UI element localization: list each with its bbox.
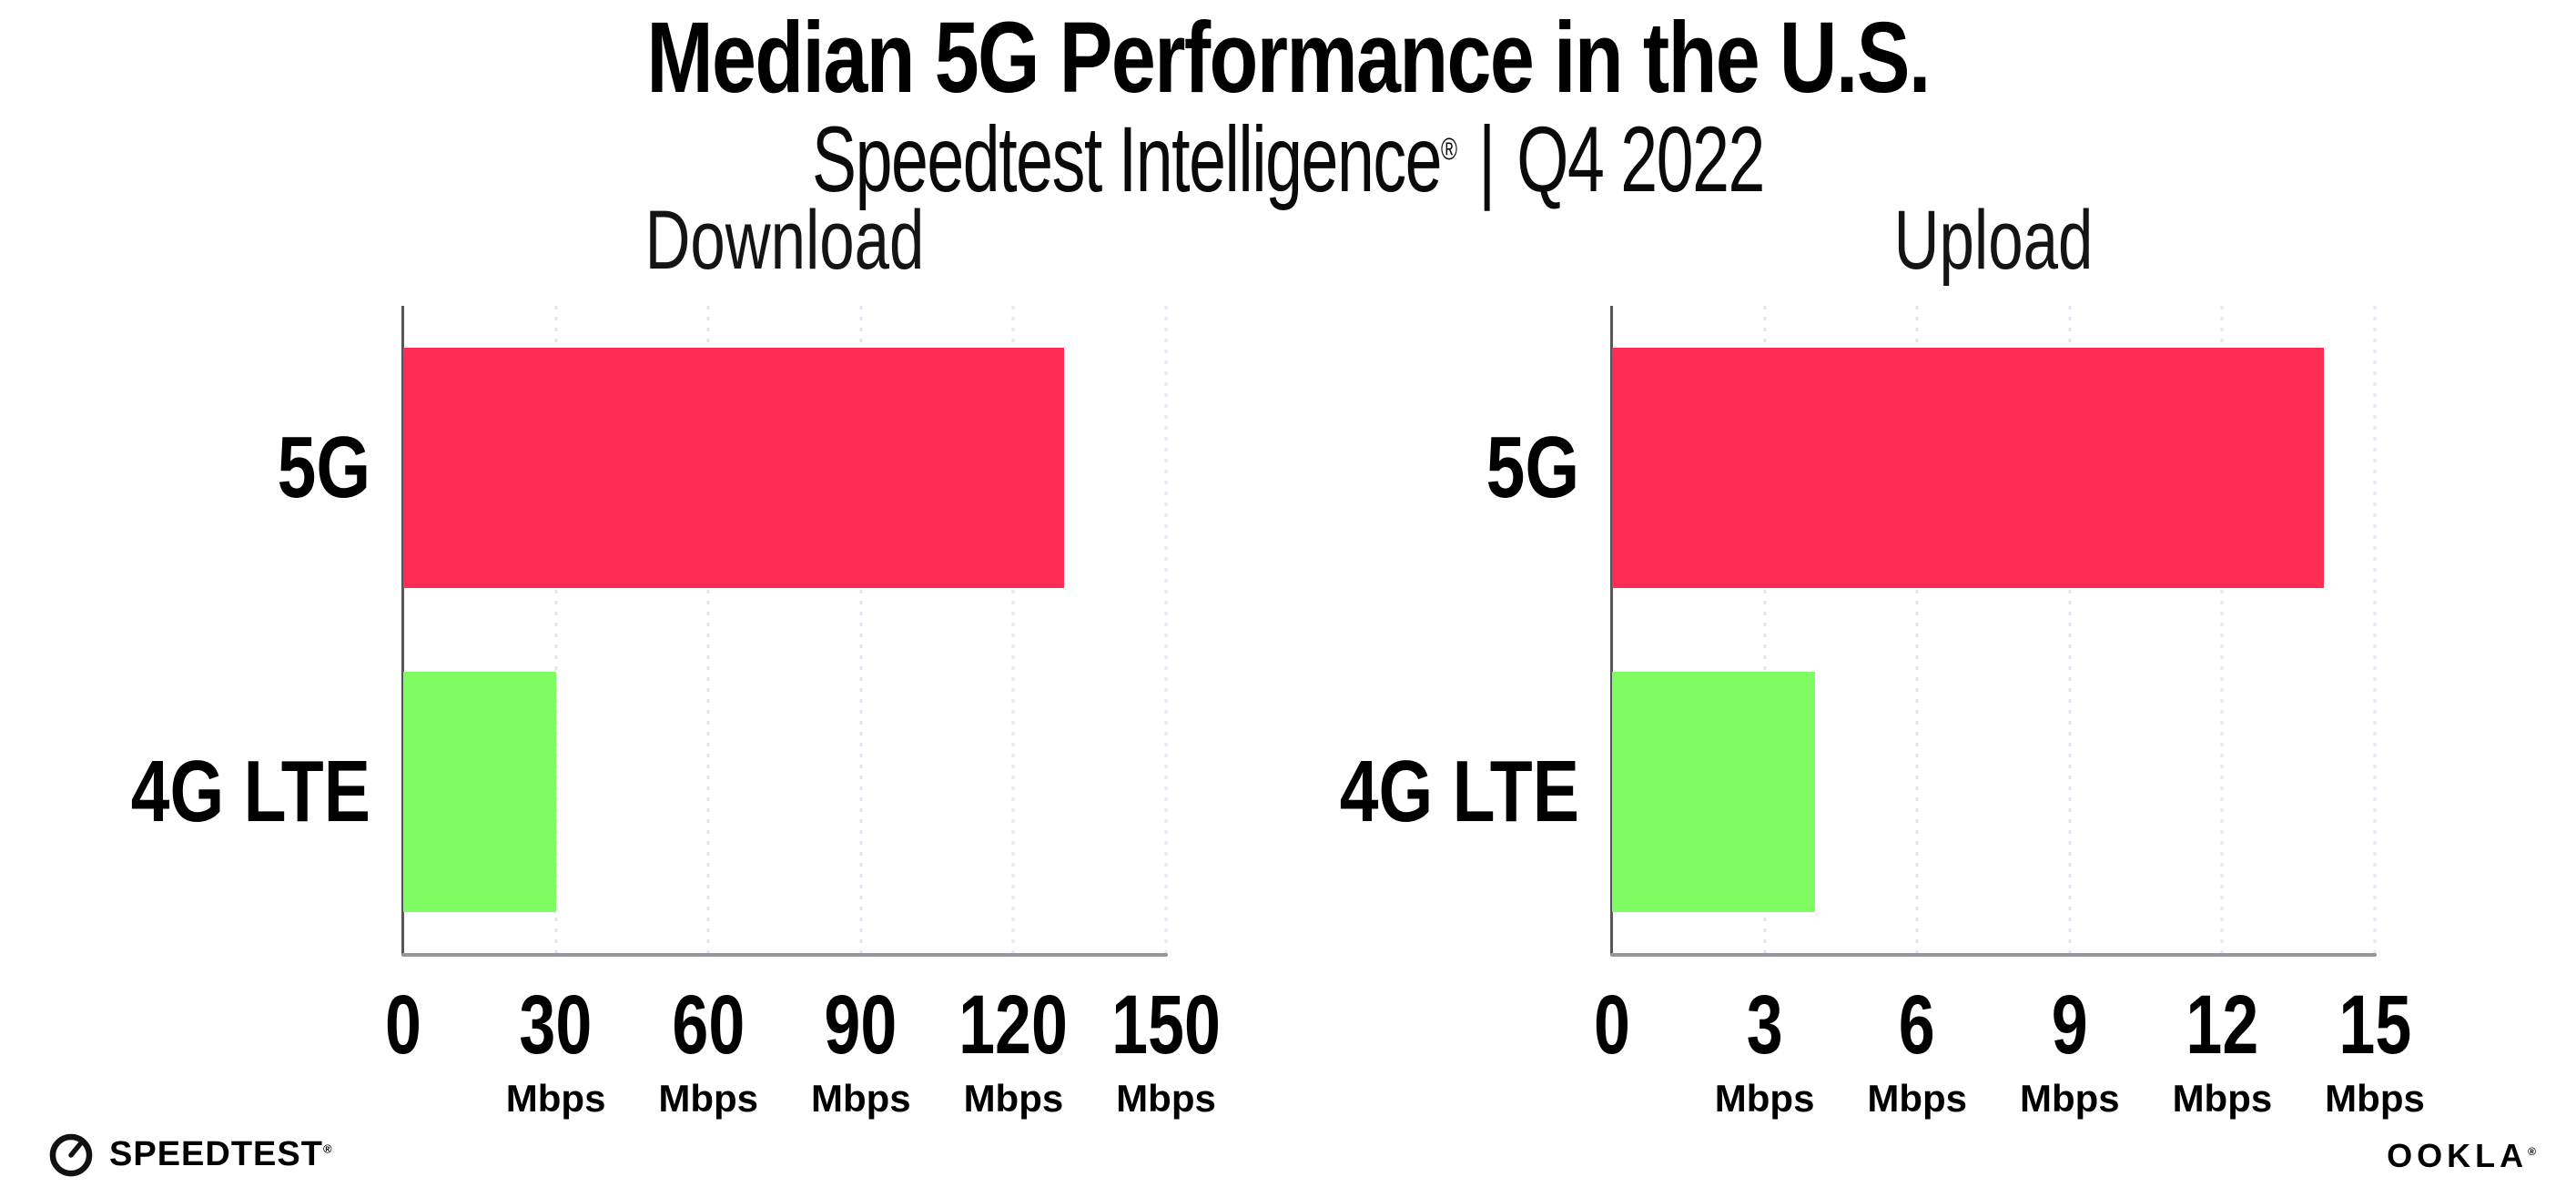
speedtest-gauge-icon xyxy=(49,1133,93,1177)
download-chart-title: Download xyxy=(644,194,925,287)
4g-lte-category-label: 4G LTE xyxy=(1339,743,1579,840)
speedtest-registered-mark: ® xyxy=(322,1141,333,1156)
gridline-9 xyxy=(2068,306,2072,957)
x-tick-value: 15 xyxy=(2338,979,2411,1071)
download-chart-plot-area: Download 5G 4G LTE 0 30 Mbps 60 Mbps 90 Mbps 120 M… xyxy=(131,198,1221,1118)
x-tick-0: 0 xyxy=(380,983,426,1067)
x-tick-15: 15 Mbps xyxy=(2325,983,2425,1118)
speedtest-logo: SPEEDTEST® xyxy=(47,1131,333,1178)
x-tick-value: 90 xyxy=(824,979,898,1071)
5g-bar xyxy=(403,348,1065,588)
5g-category-label: 5G xyxy=(277,419,370,516)
x-axis-line xyxy=(401,953,1168,957)
speedtest-wordmark-text: SPEEDTEST xyxy=(109,1135,323,1173)
4g-lte-bar xyxy=(403,672,556,912)
x-tick-value: 3 xyxy=(1746,979,1783,1071)
x-tick-value: 12 xyxy=(2186,979,2259,1071)
gridline-12 xyxy=(2220,306,2224,957)
registered-mark: ® xyxy=(1441,132,1457,167)
page-title: Median 5G Performance in the U.S. xyxy=(646,2,1931,114)
y-axis-line xyxy=(401,306,404,956)
upload-chart-title: Upload xyxy=(1893,194,2094,287)
gridline-120 xyxy=(1011,306,1015,957)
5g-category-label: 5G xyxy=(1486,419,1579,516)
x-tick-value: 6 xyxy=(1899,979,1936,1071)
subtitle-brand: Speedtest Intelligence xyxy=(812,107,1442,211)
x-tick-value: 0 xyxy=(385,979,421,1071)
speedtest-wordmark: SPEEDTEST® xyxy=(109,1137,333,1172)
x-tick-value: 0 xyxy=(1594,979,1630,1071)
x-tick-value: 150 xyxy=(1111,979,1221,1071)
x-tick-unit: Mbps xyxy=(2172,1077,2273,1120)
x-tick-30: 30 Mbps xyxy=(506,983,606,1118)
upload-chart-plot-area: Upload 5G 4G LTE 0 3 Mbps 6 Mbps 9 Mbps 12 Mbps 15 M… xyxy=(1340,198,2425,1118)
gridline-3 xyxy=(1763,306,1767,957)
subtitle-separator: | xyxy=(1478,107,1496,211)
x-tick-60: 60 Mbps xyxy=(658,983,758,1118)
y-axis-line xyxy=(1610,306,1613,956)
ookla-logo: OOKLA® xyxy=(2387,1140,2536,1172)
gridline-90 xyxy=(859,306,863,957)
x-tick-value: 120 xyxy=(958,979,1069,1071)
gridline-150 xyxy=(1164,306,1168,957)
x-axis-line xyxy=(1610,953,2377,957)
ookla-wordmark-text: OOKLA xyxy=(2387,1137,2529,1174)
gridline-30 xyxy=(554,306,558,957)
x-tick-150: 150 Mbps xyxy=(1096,983,1236,1118)
x-tick-unit: Mbps xyxy=(810,1077,911,1120)
ookla-registered-mark: ® xyxy=(2528,1145,2536,1158)
x-tick-unit: Mbps xyxy=(2019,1077,2120,1120)
x-tick-value: 60 xyxy=(672,979,745,1071)
x-tick-90: 90 Mbps xyxy=(811,983,911,1118)
x-tick-0: 0 xyxy=(1588,983,1635,1067)
gridline-6 xyxy=(1915,306,1919,957)
4g-lte-category-label: 4G LTE xyxy=(130,743,370,840)
x-tick-unit: Mbps xyxy=(963,1077,1064,1120)
x-tick-unit: Mbps xyxy=(1714,1077,1815,1120)
x-tick-9: 9 Mbps xyxy=(2020,983,2120,1118)
x-tick-unit: Mbps xyxy=(658,1077,759,1120)
x-tick-unit: Mbps xyxy=(2325,1077,2425,1120)
page-subtitle: Speedtest Intelligence® | Q4 2022 xyxy=(360,107,2216,211)
gridline-60 xyxy=(706,306,710,957)
x-tick-12: 12 Mbps xyxy=(2173,983,2273,1118)
4g-lte-bar xyxy=(1612,672,1816,912)
x-tick-3: 3 Mbps xyxy=(1715,983,1815,1118)
x-tick-unit: Mbps xyxy=(505,1077,606,1120)
x-tick-6: 6 Mbps xyxy=(1867,983,1967,1118)
gridline-15 xyxy=(2373,306,2377,957)
x-axis-ticks: 0 3 Mbps 6 Mbps 9 Mbps 12 Mbps 15 Mbps xyxy=(1594,983,2425,1129)
x-axis-ticks: 0 30 Mbps 60 Mbps 90 Mbps 120 Mbps 150 Mbps xyxy=(385,983,1221,1129)
5g-bar xyxy=(1612,348,2325,588)
x-tick-unit: Mbps xyxy=(1116,1077,1216,1120)
x-tick-unit: Mbps xyxy=(1867,1077,1968,1120)
x-tick-value: 30 xyxy=(519,979,593,1071)
subtitle-period: Q4 2022 xyxy=(1516,107,1765,211)
x-tick-value: 9 xyxy=(2051,979,2088,1071)
x-tick-120: 120 Mbps xyxy=(944,983,1084,1118)
